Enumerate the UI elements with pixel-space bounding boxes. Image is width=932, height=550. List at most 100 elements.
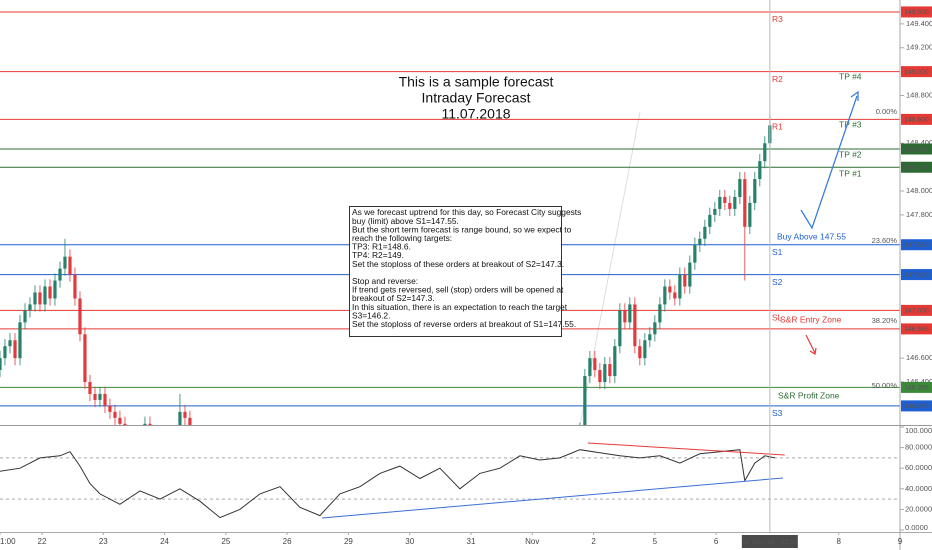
note-line: Stop and reverse: (352, 276, 418, 286)
y-tick-label: 146.600 (906, 353, 932, 362)
candle-body (763, 143, 767, 162)
x-tick-label: 31 (467, 537, 476, 546)
candle-body (18, 322, 22, 359)
candle-body (63, 256, 67, 269)
x-tick-label: 25 (221, 537, 230, 546)
candle-body (78, 298, 82, 335)
target-label: TP #3 (839, 119, 862, 129)
candle-body (48, 286, 52, 299)
level-name: R1 (772, 122, 783, 132)
x-tick-label: 22 (38, 537, 47, 546)
candle-body (88, 382, 92, 394)
level-badge-label: 147.000 (904, 308, 929, 315)
level-badge (901, 66, 932, 78)
arrow-head (850, 90, 859, 101)
note-line: But the short term forecast is range bou… (352, 224, 572, 234)
note-line: Set the stoploss of reverse orders at br… (352, 319, 576, 329)
note-line: breakout of S2=147.3. (352, 293, 435, 303)
y-tick-label: 149.200 (906, 43, 932, 52)
rsi-tick-label: 40.0000 (905, 484, 932, 493)
level-name: SL (772, 313, 783, 323)
y-tick-label: 148.800 (906, 90, 932, 99)
level-badge-label: 147.550 (904, 242, 929, 249)
candle-body (593, 358, 597, 371)
note-box (349, 206, 562, 337)
candle-body (23, 310, 27, 323)
title-line: 11.07.2018 (441, 106, 510, 122)
fib-label: 38.20% (872, 316, 898, 325)
x-tick-label: 6 (714, 537, 719, 546)
level-badge (901, 113, 932, 125)
candle-body (33, 292, 37, 305)
candle-body (93, 393, 97, 400)
level-name: S1 (772, 247, 783, 257)
candle-body (188, 417, 192, 425)
candle-body (143, 423, 147, 425)
y-tick-label: 147.800 (906, 210, 932, 219)
y-tick-label: 149.400 (906, 19, 932, 28)
candle-body (728, 202, 732, 209)
level-badge (901, 381, 932, 393)
y-tick-label: 148.400 (906, 138, 932, 147)
y-tick-label: 148.000 (906, 186, 932, 195)
candle-body (748, 202, 752, 227)
note-line: If trend gets reversed, sell (stop) orde… (352, 285, 564, 295)
title-line: This is a sample forecast (399, 74, 554, 90)
candle-body (638, 346, 642, 359)
crosshair-label: 06 Nov '18 - 22:00 (742, 539, 798, 546)
candle-body (653, 322, 657, 335)
candle-body (68, 256, 72, 275)
candle-body (708, 214, 712, 227)
rsi-tick-label: 0.0000 (905, 523, 928, 532)
level-badge-label: 146.355 (904, 385, 929, 392)
arrow-head (809, 347, 817, 355)
candle-body (618, 310, 622, 347)
candle-body (603, 364, 607, 383)
forecast-arrow (800, 95, 858, 230)
level-name: S3 (772, 408, 783, 418)
x-tick-label: 30 (405, 537, 414, 546)
candle-body (718, 196, 722, 209)
level-badge-label: 149.500 (904, 9, 929, 16)
candle-body (28, 304, 32, 311)
candle-body (693, 244, 697, 263)
level-badge-label: 147.300 (904, 272, 929, 279)
candle-body (658, 304, 662, 323)
candle-body (178, 411, 182, 425)
candle-body (608, 364, 612, 377)
candle-body (703, 226, 707, 239)
level-badge-label: 148.199 (904, 165, 929, 172)
candle-body (118, 417, 122, 424)
level-badge (901, 400, 932, 412)
candle-body (583, 376, 587, 425)
candle-body (13, 340, 17, 359)
level-name: S2 (772, 277, 783, 287)
note-line: In this situation, there is an expectati… (352, 302, 568, 312)
level-badge-label: 146.845 (904, 326, 929, 333)
candle-body (588, 358, 592, 377)
rsi-tick-label: 100.0000 (905, 426, 932, 435)
x-tick-label: 29 (344, 537, 353, 546)
candle-body (3, 346, 7, 359)
level-name: R3 (772, 14, 783, 24)
fib-label: 0.00% (876, 107, 898, 116)
candle-body (683, 274, 687, 287)
candle-body (753, 179, 757, 203)
candle-body (738, 179, 742, 197)
candle-body (648, 334, 652, 341)
x-tick-label: 1:00 (0, 537, 16, 546)
rsi-pane (0, 442, 900, 519)
level-badge (901, 239, 932, 251)
candle-body (668, 286, 672, 293)
level-badge (901, 304, 932, 316)
price-pane: R3 R2 R1 S1 S2 SL S3 (0, 11, 900, 425)
candle-body (723, 196, 727, 203)
note-line: reach the following targets: (352, 233, 452, 243)
rsi-trendline (587, 442, 785, 456)
candle-body (733, 196, 737, 209)
candle-body (113, 411, 117, 418)
note-line: TP3: R1=148.6. (352, 242, 411, 252)
candle-body (8, 340, 12, 347)
candle-body (598, 370, 602, 383)
